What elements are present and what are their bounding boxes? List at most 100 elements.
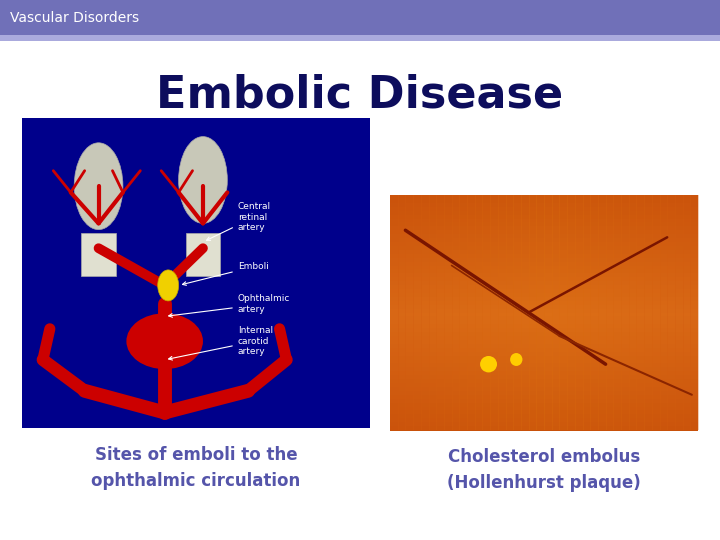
Bar <box>390 289 698 294</box>
Bar <box>405 195 414 430</box>
Bar <box>390 238 698 243</box>
Bar <box>390 277 698 282</box>
Bar <box>390 258 698 262</box>
Ellipse shape <box>74 143 123 230</box>
Bar <box>459 195 468 430</box>
Bar <box>513 195 522 430</box>
Bar <box>675 195 683 430</box>
Bar <box>390 324 698 329</box>
Bar <box>390 269 698 274</box>
Bar <box>390 222 698 227</box>
Bar <box>390 203 698 208</box>
Bar <box>0 35 720 41</box>
Bar <box>390 414 698 419</box>
Bar <box>390 395 698 400</box>
Bar <box>390 285 698 290</box>
Text: Internal
carotid
artery: Internal carotid artery <box>168 326 273 360</box>
Text: Vascular Disorders: Vascular Disorders <box>10 10 139 24</box>
Bar <box>390 219 698 224</box>
Bar <box>390 214 698 219</box>
Bar <box>644 195 653 430</box>
Bar <box>436 195 445 430</box>
Bar <box>390 391 698 396</box>
Bar <box>690 195 699 430</box>
Bar <box>559 195 568 430</box>
Bar <box>390 379 698 384</box>
Bar <box>390 387 698 392</box>
Text: Cholesterol embolus
(Hollenhurst plaque): Cholesterol embolus (Hollenhurst plaque) <box>447 448 641 492</box>
Bar <box>390 355 698 361</box>
Ellipse shape <box>480 356 497 373</box>
Text: Emboli: Emboli <box>182 262 269 285</box>
Bar <box>390 250 698 255</box>
Ellipse shape <box>158 270 179 301</box>
Bar <box>629 195 637 430</box>
Bar <box>390 360 698 365</box>
Bar <box>390 375 698 380</box>
Bar <box>390 399 698 403</box>
Bar <box>81 233 116 276</box>
Bar <box>390 383 698 388</box>
Bar <box>528 195 537 430</box>
Bar <box>636 195 645 430</box>
Bar <box>390 297 698 302</box>
Bar <box>567 195 576 430</box>
Bar <box>390 273 698 278</box>
Bar <box>390 426 698 431</box>
Bar <box>444 195 453 430</box>
Bar <box>505 195 514 430</box>
Bar <box>390 195 698 200</box>
Bar <box>390 234 698 239</box>
Bar <box>667 195 676 430</box>
Bar <box>390 242 698 247</box>
Bar <box>390 266 698 271</box>
Bar <box>397 195 406 430</box>
Ellipse shape <box>127 313 203 369</box>
Bar <box>390 301 698 306</box>
Bar <box>552 195 560 430</box>
Bar <box>390 410 698 415</box>
Bar <box>390 308 698 314</box>
Bar <box>390 230 698 235</box>
Text: Embolic Disease: Embolic Disease <box>156 73 564 117</box>
Bar <box>613 195 622 430</box>
Text: Central
retinal
artery: Central retinal artery <box>207 202 271 240</box>
Bar <box>390 305 698 309</box>
Bar <box>390 246 698 251</box>
Bar <box>390 226 698 231</box>
Bar <box>590 195 599 430</box>
Ellipse shape <box>510 353 523 366</box>
Bar <box>536 195 545 430</box>
Bar <box>451 195 460 430</box>
Bar <box>420 195 430 430</box>
Ellipse shape <box>179 137 228 224</box>
Bar <box>390 316 698 321</box>
Bar <box>390 281 698 286</box>
Bar <box>390 407 698 411</box>
Bar <box>186 233 220 276</box>
Bar <box>390 418 698 423</box>
Bar <box>474 195 483 430</box>
Bar <box>22 118 370 428</box>
Bar <box>498 195 506 430</box>
Bar <box>0 0 720 35</box>
Bar <box>390 403 698 408</box>
Bar <box>606 195 614 430</box>
Bar <box>390 293 698 298</box>
Bar <box>390 313 698 318</box>
Bar <box>683 195 691 430</box>
Bar <box>582 195 591 430</box>
Bar <box>390 332 698 337</box>
Bar <box>390 372 698 376</box>
Bar <box>652 195 660 430</box>
Bar <box>390 348 698 353</box>
Bar <box>390 340 698 345</box>
Bar <box>390 352 698 356</box>
Text: Sites of emboli to the
ophthalmic circulation: Sites of emboli to the ophthalmic circul… <box>91 446 301 490</box>
Bar <box>390 328 698 333</box>
Bar <box>521 195 530 430</box>
Bar <box>390 261 698 267</box>
Bar <box>390 207 698 212</box>
Bar <box>575 195 583 430</box>
Bar <box>390 367 698 372</box>
